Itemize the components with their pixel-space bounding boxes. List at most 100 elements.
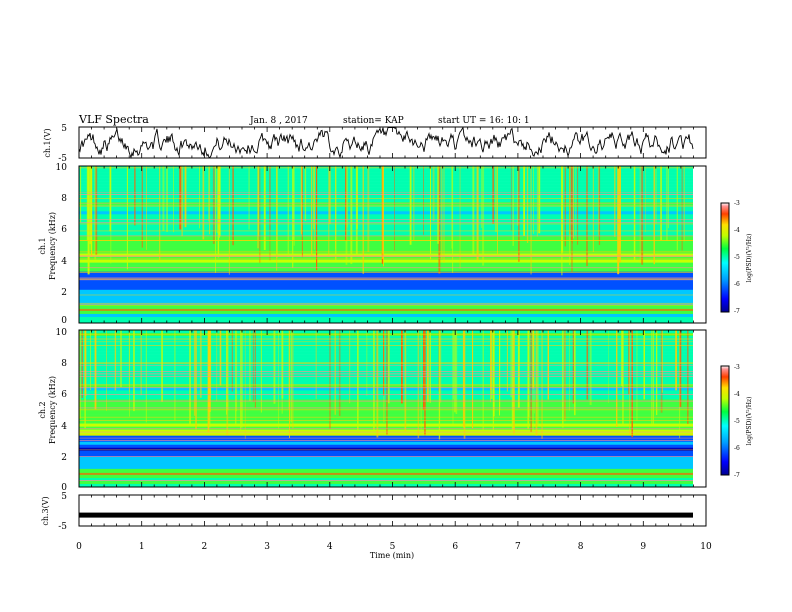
spectrogram-streak — [228, 166, 230, 275]
spectrogram-streak — [289, 330, 290, 438]
spectrogram-band — [79, 226, 693, 230]
spectrogram-streak — [575, 166, 576, 236]
spectrogram-streak — [628, 330, 630, 395]
spectrogram-streak — [490, 330, 492, 390]
spectrogram-streak — [263, 166, 266, 250]
spectrogram-streak — [562, 330, 564, 428]
spectrogram-streak — [537, 330, 539, 425]
spectrogram-streak — [208, 166, 209, 222]
spectrogram-streak — [462, 330, 465, 428]
spectrogram-streak — [530, 166, 532, 275]
spectrogram-streak — [420, 330, 422, 434]
spectrogram-streak — [240, 330, 242, 431]
spectrogram-streak — [231, 330, 233, 392]
spectrogram-band — [79, 181, 693, 185]
spectrogram-streak — [687, 330, 689, 424]
spectrogram-line — [79, 480, 693, 481]
spectrogram-streak — [441, 166, 443, 259]
spectrogram-band — [79, 348, 693, 352]
spectrogram-streak — [381, 166, 384, 259]
spectrogram-line — [79, 222, 693, 223]
spectrogram-streak — [633, 166, 636, 262]
spectrogram-band — [79, 247, 693, 251]
spectrogram-streak — [79, 330, 81, 419]
spectrogram-band — [79, 265, 693, 269]
spectrogram-streak — [133, 330, 135, 412]
spectrogram-line — [79, 279, 693, 281]
spectrogram-streak — [424, 330, 426, 436]
spectrogram-band — [79, 450, 693, 455]
spectrogram-streak — [683, 166, 685, 242]
ch3-waveform-line — [79, 512, 693, 518]
spectrogram-band — [79, 426, 693, 430]
spectrogram-streak — [179, 166, 182, 230]
spectrogram-streak — [373, 330, 375, 434]
spectrogram-streak — [517, 330, 520, 408]
x-axis-label: Time (min) — [370, 551, 414, 560]
spectrogram-line — [79, 198, 693, 199]
spectrogram-streak — [523, 166, 525, 236]
spectrogram-streak — [346, 166, 348, 228]
spectrogram-streak — [209, 166, 211, 235]
spectrogram-band — [79, 441, 693, 446]
spectrogram-streak — [259, 166, 261, 263]
spectrogram-band — [79, 351, 693, 355]
spectrogram-band — [79, 462, 693, 467]
spectrogram-line — [79, 400, 693, 402]
spectrogram-streak — [383, 166, 384, 267]
spectrogram-streak — [443, 166, 445, 263]
spectrogram-band — [79, 402, 693, 406]
ch2-ytick-0: 0 — [61, 483, 67, 493]
spectrogram-streak — [574, 330, 576, 416]
spectrogram-band — [79, 292, 693, 297]
spectrogram-band — [79, 339, 693, 343]
spectrogram-streak — [401, 330, 403, 404]
spectrogram-band — [79, 363, 693, 367]
spectrogram-band — [79, 289, 693, 294]
spectrogram-line — [79, 338, 693, 340]
x-tick-label: 10 — [700, 542, 712, 552]
spectrogram-streak — [653, 166, 655, 265]
spectrogram-line — [79, 409, 693, 411]
spectrogram-line — [79, 219, 693, 220]
spectrogram-streak — [572, 330, 574, 404]
spectrogram-line — [79, 341, 693, 343]
spectrogram-streak — [128, 330, 130, 392]
spectrogram-streak — [513, 330, 515, 434]
x-axis-ticks — [78, 127, 707, 526]
spectrogram-streak — [189, 330, 191, 426]
spectrogram-streak — [212, 166, 215, 244]
spectrogram-streak — [536, 166, 538, 237]
spectrogram-streak — [598, 166, 601, 245]
spectrogram-band — [79, 474, 693, 479]
spectrogram-streak — [656, 330, 658, 416]
spectrogram-line — [79, 394, 693, 395]
date-label: Jan. 8 , 2017 — [249, 116, 308, 126]
spectrogram-line — [79, 255, 693, 256]
spectrogram-band — [79, 459, 693, 464]
ch1-spectrogram-ylabel-frequency: Frequency (kHz) — [48, 212, 57, 280]
ch1-colorbar-frame — [720, 202, 730, 313]
spectrogram-streak — [592, 166, 594, 252]
spectrogram-streak — [89, 166, 91, 245]
spectrogram-band — [79, 190, 693, 194]
spectrogram-band — [79, 244, 693, 248]
spectrogram-band — [79, 175, 693, 179]
spectrogram-streak — [679, 330, 682, 407]
spectrogram-band — [79, 453, 693, 458]
ch3-waveform-panel: 5 -5 ch.3(V) — [41, 492, 707, 532]
spectrogram-streak — [248, 166, 250, 230]
x-tick-label: 0 — [76, 542, 82, 552]
spectrogram-streak — [276, 166, 278, 271]
spectrogram-streak — [90, 330, 91, 391]
spectrogram-line — [79, 345, 693, 346]
spectrogram-band — [79, 480, 693, 485]
spectrogram-streak — [313, 166, 315, 250]
spectrogram-streak — [129, 330, 130, 417]
spectrogram-band — [79, 208, 693, 212]
spectrogram-line — [79, 223, 693, 225]
spectrogram-streak — [281, 330, 284, 399]
spectrogram-band — [79, 283, 693, 288]
spectrogram-band — [79, 366, 693, 370]
